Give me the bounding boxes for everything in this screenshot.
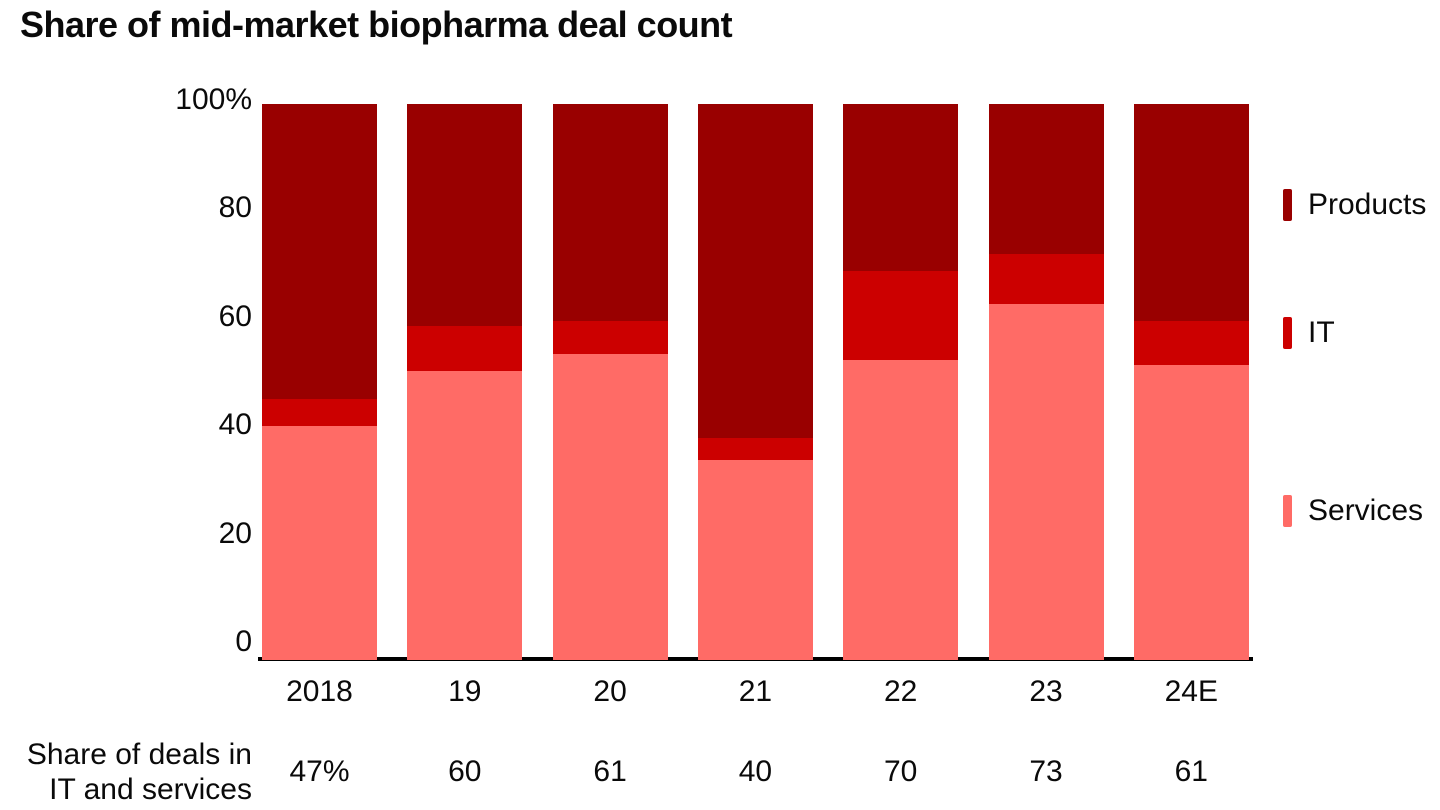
legend-label-products: Products (1308, 188, 1427, 221)
share-row-value-23: 73 (1029, 755, 1063, 788)
bar-2018 (262, 104, 377, 660)
x-axis-label-21: 21 (738, 675, 773, 708)
legend-swatch-it (1283, 317, 1292, 349)
segment-it-24E (1133, 320, 1249, 366)
y-axis-tick-label: 60 (218, 299, 252, 333)
segment-it-2018 (262, 398, 377, 427)
x-axis-label-19: 19 (448, 675, 482, 708)
bar-21 (697, 104, 813, 660)
segment-services-19 (407, 370, 523, 660)
x-axis-label-24E: 24E (1164, 675, 1218, 708)
segment-services-24E (1133, 365, 1249, 660)
share-row-value-20: 61 (593, 755, 627, 788)
legend-swatch-products (1283, 189, 1292, 221)
segment-services-23 (988, 304, 1104, 660)
legend-label-services: Services (1308, 494, 1424, 527)
segment-it-19 (407, 326, 523, 371)
legend-item-products: Products (1283, 185, 1426, 225)
legend-item-services: Services (1283, 491, 1423, 531)
x-axis-label-2018: 2018 (286, 675, 353, 708)
segment-products-20 (552, 104, 668, 321)
x-axis-label-23: 23 (1029, 675, 1063, 708)
segment-services-22 (843, 359, 959, 660)
share-row-value-24E: 61 (1174, 755, 1208, 788)
segment-products-22 (843, 104, 959, 271)
legend-item-it: IT (1283, 313, 1335, 353)
share-row-label: Share of deals in IT and services (0, 737, 252, 807)
segment-products-19 (407, 104, 523, 327)
bar-20 (552, 104, 668, 660)
y-axis-tick-label: 80 (218, 191, 252, 225)
legend-label-it: IT (1308, 316, 1335, 349)
bar-19 (407, 104, 523, 660)
bar-24E (1133, 104, 1249, 660)
segment-products-23 (988, 104, 1104, 255)
chart-title: Share of mid-market biopharma deal count (20, 4, 733, 45)
legend-swatch-services (1283, 495, 1292, 527)
y-axis-tick-label: 0 (235, 625, 252, 658)
segment-services-2018 (262, 426, 377, 660)
share-row-label-line2: IT and services (49, 773, 252, 806)
share-row-value-19: 60 (448, 755, 482, 788)
segment-products-21 (697, 104, 813, 438)
segment-services-20 (552, 354, 668, 660)
x-axis-label-22: 22 (884, 675, 918, 708)
bar-23 (988, 104, 1104, 660)
y-axis-tick-label: 20 (218, 516, 252, 550)
segment-it-22 (843, 270, 959, 360)
segment-it-23 (988, 254, 1104, 305)
share-row-value-22: 70 (884, 755, 918, 788)
share-row-value-2018: 47% (289, 755, 350, 788)
y-axis-tick-label: 40 (218, 408, 252, 442)
share-row-label-line1: Share of deals in (26, 738, 252, 771)
segment-services-21 (697, 459, 813, 660)
y-axis-tick-label: 100% (175, 83, 252, 116)
x-axis-label-20: 20 (593, 675, 627, 708)
share-row-value-21: 40 (738, 755, 773, 788)
bar-22 (843, 104, 959, 660)
segment-it-20 (552, 320, 668, 355)
segment-it-21 (697, 437, 813, 460)
segment-products-24E (1133, 104, 1249, 321)
segment-products-2018 (262, 104, 377, 399)
